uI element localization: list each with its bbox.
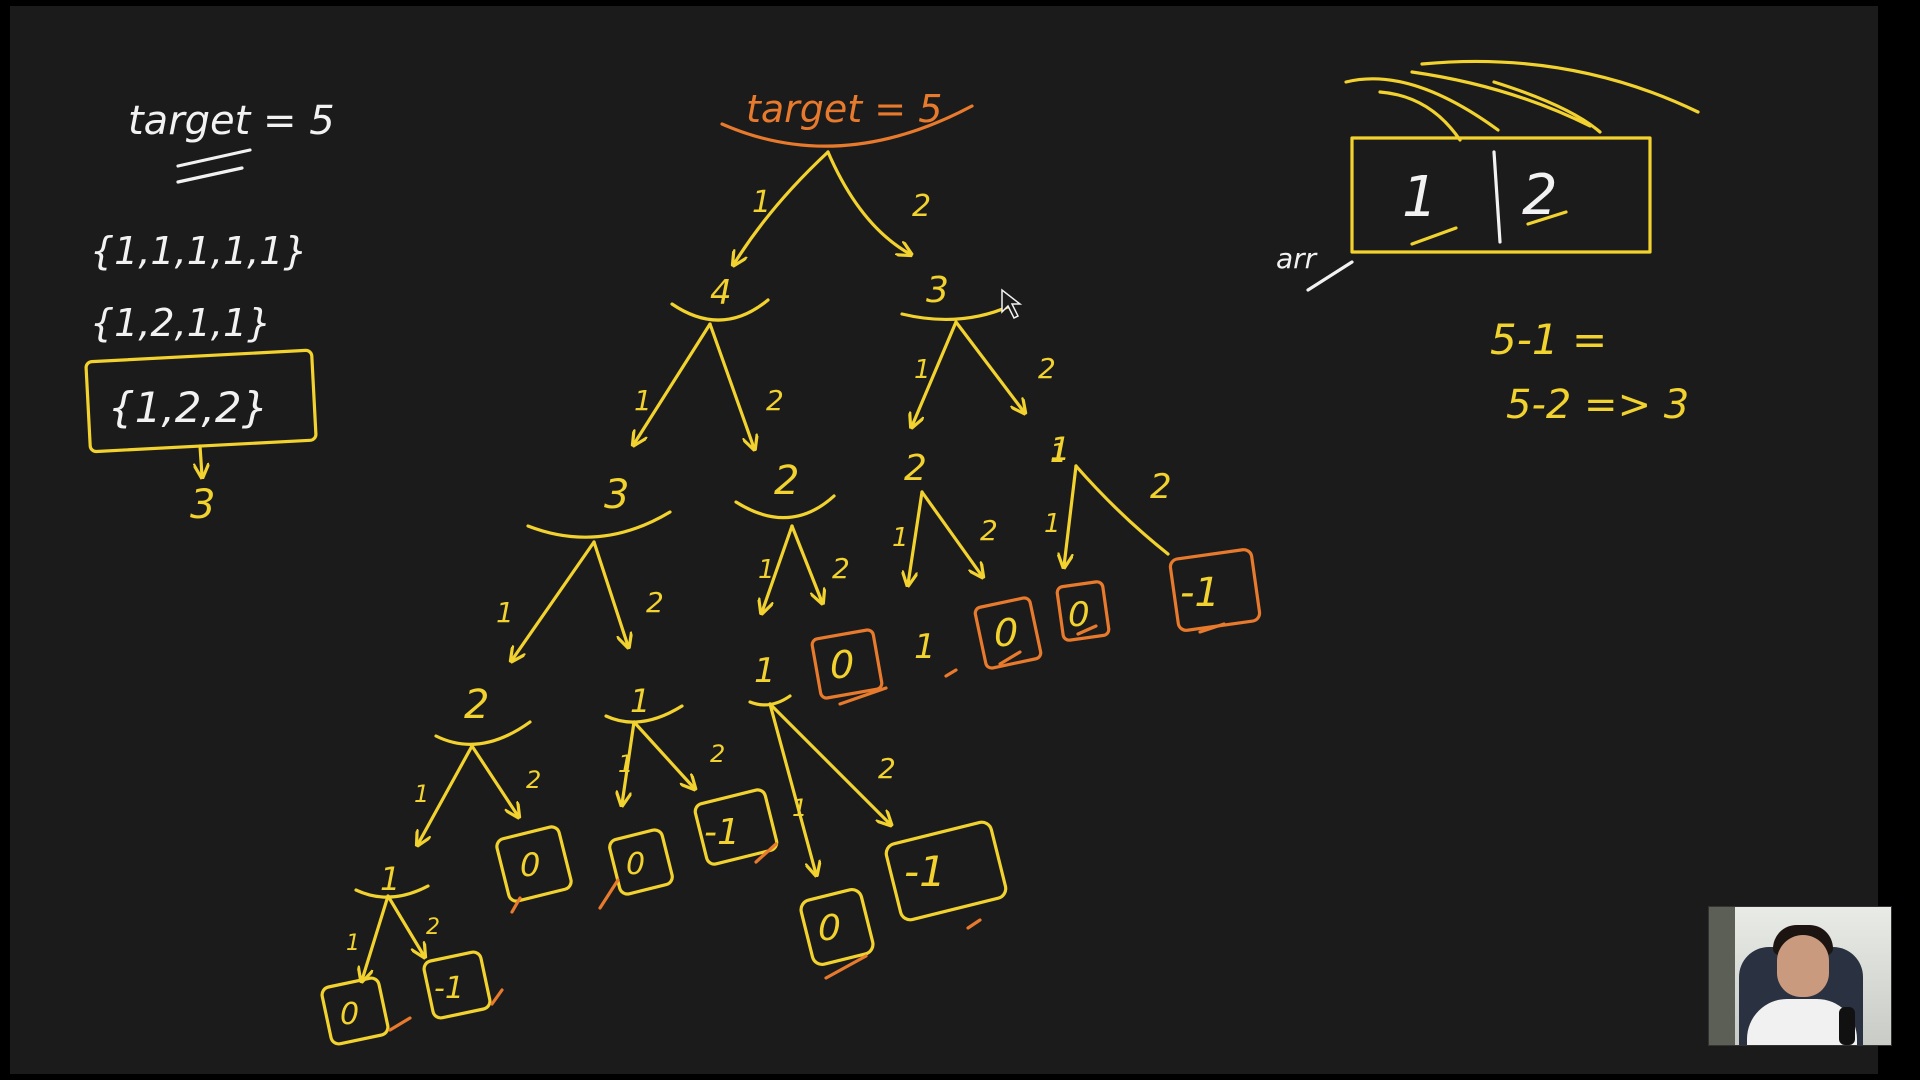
root-underline [720,104,974,148]
equation-1: 5-1 = [1490,315,1607,364]
whiteboard-canvas: target = 5 {1,1,1,1,1} {1,2,1,1} {1,2,2}… [10,6,1878,1074]
node-0f: 0 [818,908,841,949]
recursion-tree-drawing: target = 5 {1,1,1,1,1} {1,2,1,1} {1,2,2}… [84,59,1700,1046]
left-notes: target = 5 {1,1,1,1,1} {1,2,1,1} {1,2,2}… [84,98,335,528]
svg-text:2: 2 [878,752,896,785]
node-0e: 0 [626,847,645,882]
node-neg1a: -1 [1180,570,1220,616]
node-1c: 1 [754,651,776,691]
node-0a: 0 [830,643,854,687]
array-label-arrow [1306,260,1354,292]
array-scribble [1344,59,1700,142]
node-neg1c: -1 [904,847,946,896]
edge-labels: 1 2 1 2 1 2 1 2 1 2 1 2 1 1 2 1 2 1 2 1 … [346,185,1172,956]
svg-text:2: 2 [832,552,850,585]
node-2a: 2 [774,458,799,504]
svg-text:1: 1 [618,750,633,778]
target-underline [176,148,252,184]
svg-text:1: 1 [414,780,429,808]
svg-text:2: 2 [766,384,784,417]
svg-text:2: 2 [1150,467,1172,507]
node-1b: 1 [630,682,650,720]
svg-text:1: 1 [1044,509,1061,539]
node-1e: 1 [380,860,400,898]
svg-text:1: 1 [496,596,514,629]
svg-text:2: 2 [526,766,541,794]
svg-text:1: 1 [634,384,652,417]
node-1a: 1 [1050,430,1070,468]
combo-count: 3 [190,482,215,528]
node-0c: 0 [1068,595,1090,635]
array-value-2: 2 [1522,163,1558,228]
svg-text:1: 1 [758,555,775,585]
node-neg1b: -1 [704,812,740,853]
svg-text:1: 1 [792,794,807,822]
array-value-1: 1 [1402,165,1438,230]
array-divider [1492,150,1502,244]
equation-2: 5-2 => 3 [1506,382,1689,428]
node-0g: 0 [340,997,359,1032]
target-note: target = 5 [128,98,335,144]
combo-3: {1,2,2} [108,383,268,432]
root-label: target = 5 [746,87,942,131]
node-3a: 3 [604,472,629,518]
svg-text:2: 2 [646,586,664,619]
node-1d: 1 [914,627,936,667]
node-0d: 0 [520,846,540,884]
tree-nodes: 4 3 3 2 2 1 2 1 1 0 1 0 0 -1 1 0 [320,270,1262,1046]
array-label: arr [1276,242,1318,275]
svg-text:1: 1 [914,355,931,385]
tree-edges [362,150,1170,980]
array-ticks [1410,210,1568,246]
svg-text:2: 2 [426,915,440,940]
svg-text:2: 2 [912,189,931,224]
combo-2: {1,2,1,1} [90,301,271,345]
svg-text:1: 1 [346,931,360,956]
node-3: 3 [926,270,949,311]
node-0b: 0 [994,611,1018,655]
combo-arrow [200,444,202,476]
svg-text:1: 1 [892,523,909,553]
right-notes: 1 2 arr 5-1 = 5-2 => 3 [1276,59,1700,428]
svg-text:1: 1 [752,185,771,220]
node-2c: 2 [464,682,489,728]
svg-text:1: 1 [1050,439,1067,469]
combo-1: {1,1,1,1,1} [90,229,308,273]
node-neg1d: -1 [434,971,464,1006]
svg-text:2: 2 [980,514,998,547]
combo-highlight-box [84,348,318,454]
node-4: 4 [710,273,732,313]
presenter-webcam [1708,906,1892,1046]
array-box [1350,136,1652,254]
svg-text:2: 2 [710,740,725,768]
svg-text:2: 2 [1038,352,1056,385]
node-2b: 2 [904,448,927,489]
mouse-cursor-icon [1001,288,1023,320]
tree-root: target = 5 [720,87,974,148]
